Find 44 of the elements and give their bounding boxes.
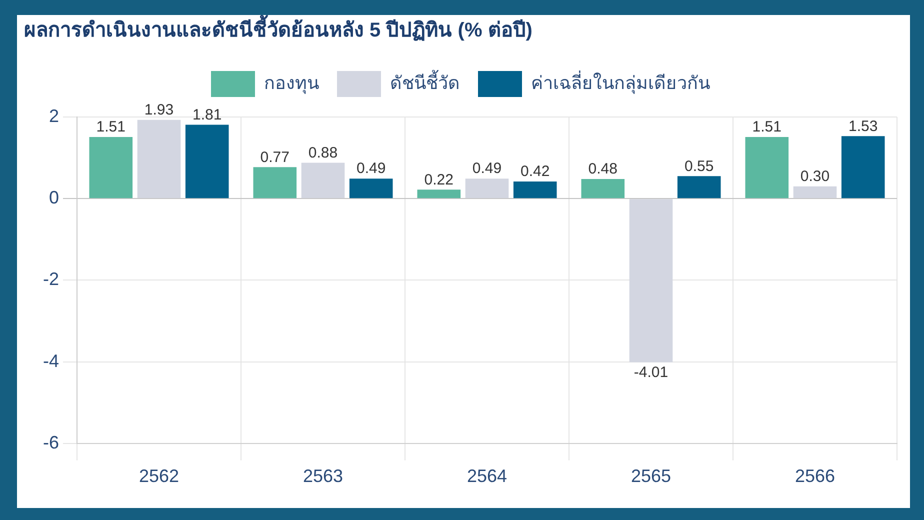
bar [301, 162, 345, 198]
legend-label: กองทุน [264, 72, 319, 94]
bar [793, 186, 837, 198]
legend-label: ค่าเฉลี่ยในกลุ่มเดียวกัน [531, 70, 710, 94]
data-label: 0.49 [356, 160, 386, 178]
y-tick-label: -2 [42, 269, 59, 290]
data-label: 0.42 [520, 163, 550, 180]
bar [841, 136, 885, 198]
bar [745, 136, 789, 198]
bar [677, 176, 721, 198]
data-label: 1.81 [192, 106, 222, 124]
data-label: 1.93 [144, 101, 174, 118]
x-tick-label: 2564 [466, 466, 508, 486]
bar [349, 178, 393, 198]
bar [253, 167, 297, 198]
y-tick-label: -6 [42, 432, 59, 452]
bar [465, 178, 509, 198]
data-label: 0.49 [472, 160, 502, 178]
x-tick-label: 2563 [302, 466, 344, 486]
bar [513, 181, 557, 198]
bar [137, 120, 181, 198]
data-label: 1.51 [752, 118, 782, 136]
data-label: 0.22 [424, 171, 454, 188]
y-tick-label: 0 [48, 188, 59, 208]
bar [629, 199, 673, 362]
bar [185, 124, 229, 198]
data-label: 1.51 [96, 118, 126, 136]
x-tick-label: 2566 [794, 466, 836, 486]
data-label: -4.01 [634, 364, 668, 381]
bar [417, 190, 461, 198]
y-tick-label: 2 [48, 106, 59, 126]
bar [89, 136, 133, 198]
data-label: 0.77 [260, 148, 290, 166]
data-label: 1.53 [848, 118, 878, 135]
chart-title: ผลการดำเนินงานและดัชนีชี้วัดย้อนหลัง 5 ปีปฏิทิน (% ต่อปี) [24, 14, 532, 42]
x-tick-label: 2562 [138, 466, 180, 486]
data-label: 0.48 [588, 160, 618, 178]
data-label: 0.88 [308, 144, 338, 162]
legend-label: ดัชนีชี้วัด [390, 70, 460, 93]
data-label: 0.30 [800, 168, 830, 185]
y-tick-label: -4 [42, 350, 59, 371]
data-label: 0.55 [684, 158, 714, 175]
bar [581, 179, 625, 198]
x-tick-label: 2565 [630, 466, 672, 486]
